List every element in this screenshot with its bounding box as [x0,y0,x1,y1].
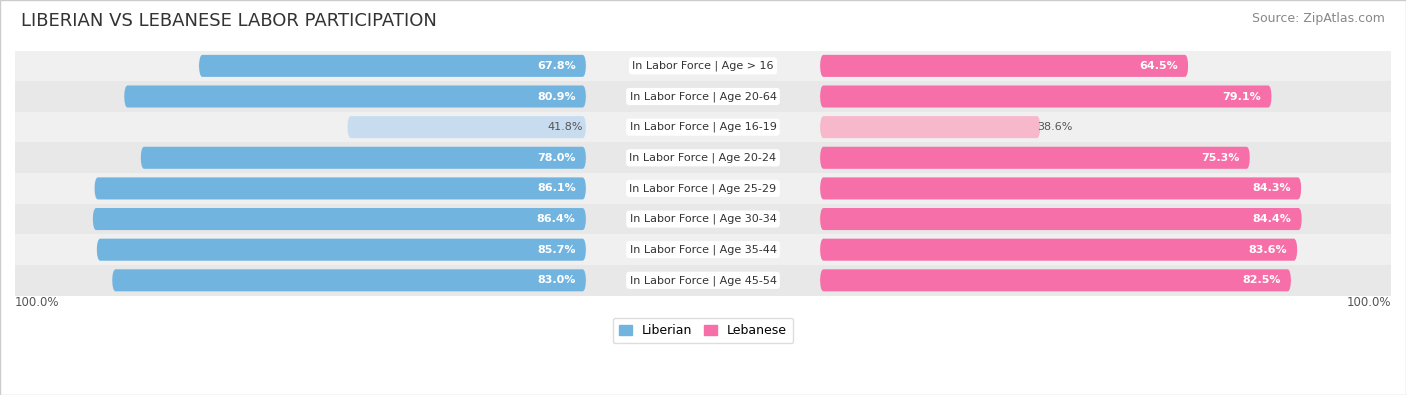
Text: 85.7%: 85.7% [537,245,575,255]
FancyBboxPatch shape [198,55,586,77]
FancyBboxPatch shape [820,239,1298,261]
Bar [1,143,1405,173]
Text: 67.8%: 67.8% [537,61,575,71]
FancyBboxPatch shape [820,208,1302,230]
FancyBboxPatch shape [93,208,586,230]
Bar [1,81,1405,112]
Text: Source: ZipAtlas.com: Source: ZipAtlas.com [1251,12,1385,25]
FancyBboxPatch shape [820,177,1302,199]
Text: LIBERIAN VS LEBANESE LABOR PARTICIPATION: LIBERIAN VS LEBANESE LABOR PARTICIPATION [21,12,437,30]
Text: In Labor Force | Age 45-54: In Labor Force | Age 45-54 [630,275,776,286]
Text: In Labor Force | Age 30-34: In Labor Force | Age 30-34 [630,214,776,224]
Text: 80.9%: 80.9% [537,92,575,102]
FancyBboxPatch shape [820,85,1271,107]
Bar [1,51,1405,81]
Text: 86.4%: 86.4% [537,214,575,224]
FancyBboxPatch shape [820,55,1188,77]
FancyBboxPatch shape [820,116,1040,138]
FancyBboxPatch shape [94,177,586,199]
FancyBboxPatch shape [820,269,1291,292]
FancyBboxPatch shape [112,269,586,292]
Text: In Labor Force | Age 25-29: In Labor Force | Age 25-29 [630,183,776,194]
FancyBboxPatch shape [347,116,586,138]
Bar [1,204,1405,234]
Text: 38.6%: 38.6% [1038,122,1073,132]
Text: 83.0%: 83.0% [537,275,575,285]
Text: 79.1%: 79.1% [1223,92,1261,102]
Text: 82.5%: 82.5% [1243,275,1281,285]
Text: In Labor Force | Age > 16: In Labor Force | Age > 16 [633,60,773,71]
Legend: Liberian, Lebanese: Liberian, Lebanese [613,318,793,343]
Text: 75.3%: 75.3% [1201,153,1240,163]
Bar [1,265,1405,295]
Text: 78.0%: 78.0% [537,153,575,163]
Bar [1,173,1405,204]
Text: 86.1%: 86.1% [537,183,575,194]
Text: 84.3%: 84.3% [1253,183,1291,194]
Text: 64.5%: 64.5% [1139,61,1178,71]
Text: In Labor Force | Age 20-64: In Labor Force | Age 20-64 [630,91,776,102]
FancyBboxPatch shape [820,147,1250,169]
Bar [1,112,1405,143]
FancyBboxPatch shape [124,85,586,107]
Text: 84.4%: 84.4% [1253,214,1292,224]
Text: 41.8%: 41.8% [547,122,582,132]
Text: In Labor Force | Age 20-24: In Labor Force | Age 20-24 [630,152,776,163]
Text: 100.0%: 100.0% [1347,295,1391,308]
Text: 83.6%: 83.6% [1249,245,1286,255]
Text: 100.0%: 100.0% [15,295,59,308]
Text: In Labor Force | Age 35-44: In Labor Force | Age 35-44 [630,245,776,255]
Bar [1,234,1405,265]
FancyBboxPatch shape [97,239,586,261]
Text: In Labor Force | Age 16-19: In Labor Force | Age 16-19 [630,122,776,132]
FancyBboxPatch shape [141,147,586,169]
